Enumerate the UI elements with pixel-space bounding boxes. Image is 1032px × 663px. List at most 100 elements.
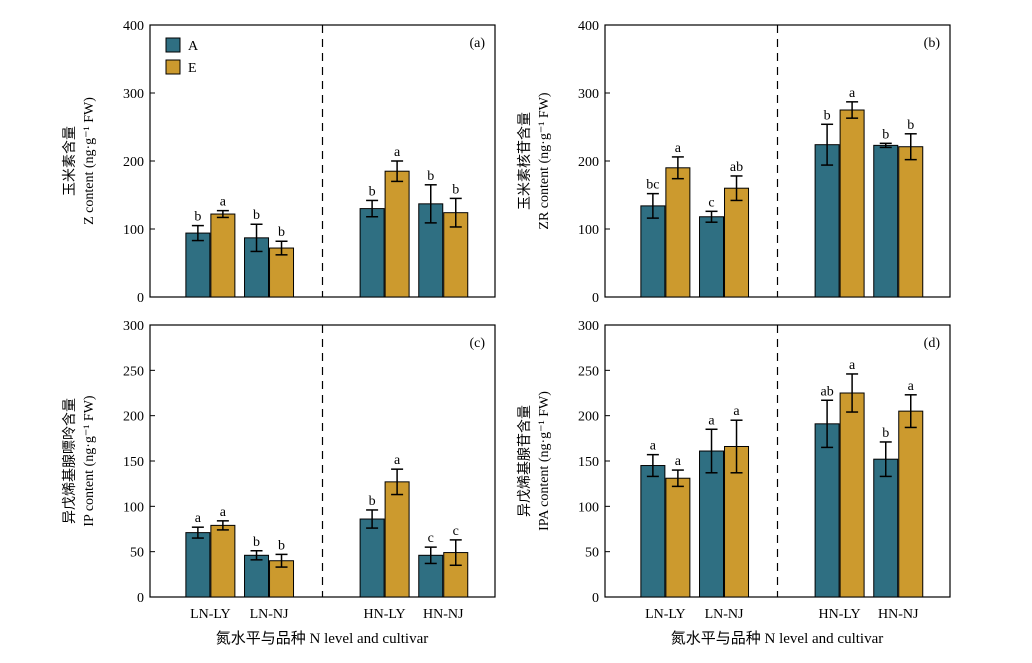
legend-swatch bbox=[165, 37, 181, 53]
y-tick-label: 150 bbox=[578, 455, 599, 470]
significance-letter: c bbox=[428, 531, 434, 546]
bar bbox=[384, 170, 410, 298]
bar bbox=[185, 532, 211, 598]
bar bbox=[210, 213, 236, 298]
x-tick-label: LN-NJ bbox=[250, 607, 289, 622]
significance-letter: b bbox=[824, 108, 831, 123]
y-tick-label: 300 bbox=[578, 319, 599, 334]
y-tick-label: 300 bbox=[578, 87, 599, 102]
bar bbox=[640, 205, 666, 298]
bar bbox=[359, 518, 385, 598]
y-tick-label: 100 bbox=[123, 500, 144, 515]
significance-letter: a bbox=[220, 195, 227, 210]
x-tick-label: HN-NJ bbox=[878, 607, 919, 622]
significance-letter: b bbox=[427, 169, 434, 184]
y-tick-label: 0 bbox=[137, 291, 144, 306]
y-tick-label: 100 bbox=[123, 223, 144, 238]
significance-letter: b bbox=[907, 118, 914, 133]
bar bbox=[814, 423, 840, 598]
significance-letter: a bbox=[394, 145, 401, 160]
x-tick-label: HN-LY bbox=[364, 607, 406, 622]
y-axis-title-en: Z content (ng·g⁻¹ FW) bbox=[82, 97, 97, 225]
significance-letter: bc bbox=[646, 178, 659, 193]
significance-letter: b bbox=[882, 127, 889, 142]
significance-letter: ab bbox=[730, 160, 743, 175]
significance-letter: a bbox=[849, 86, 856, 101]
significance-letter: b bbox=[882, 426, 889, 441]
chart-panel: 0 50 100 150 200 250 300 异戊烯基腺嘌呤含量 IP content (n… bbox=[61, 319, 496, 622]
significance-letter: b bbox=[278, 225, 285, 240]
significance-letter: c bbox=[453, 524, 459, 539]
panel-label: (a) bbox=[469, 36, 485, 51]
bar bbox=[873, 458, 899, 598]
bar bbox=[898, 146, 924, 298]
y-axis-title-cn: 玉米素含量 bbox=[62, 126, 78, 196]
y-tick-label: 0 bbox=[137, 591, 144, 606]
panel-label: (d) bbox=[924, 336, 941, 351]
x-axis-title-left: 氮水平与品种 N level and cultivar bbox=[216, 630, 428, 647]
significance-letter: b bbox=[253, 208, 260, 223]
panel-label: (b) bbox=[924, 36, 941, 51]
y-tick-label: 200 bbox=[578, 410, 599, 425]
y-tick-label: 200 bbox=[578, 155, 599, 170]
bar bbox=[724, 187, 750, 298]
y-axis-title-cn: 异戊烯基腺苷含量 bbox=[516, 405, 533, 517]
bar bbox=[665, 477, 691, 598]
legend-label: A bbox=[188, 39, 199, 54]
significance-letter: b bbox=[452, 182, 459, 197]
legend-label: E bbox=[188, 61, 197, 76]
significance-letter: a bbox=[675, 454, 682, 469]
bar bbox=[244, 554, 270, 598]
y-tick-label: 0 bbox=[592, 591, 599, 606]
y-axis-title-en: IPA content (ng·g⁻¹ FW) bbox=[537, 391, 552, 531]
y-tick-label: 300 bbox=[123, 87, 144, 102]
bar bbox=[699, 216, 725, 298]
significance-letter: a bbox=[733, 404, 740, 419]
y-tick-label: 200 bbox=[123, 410, 144, 425]
x-tick-label: LN-LY bbox=[645, 607, 686, 622]
bar bbox=[839, 392, 865, 598]
chart-panel: 0 50 100 150 200 250 300 异戊烯基腺苷含量 IPA content (n… bbox=[516, 319, 951, 622]
significance-letter: a bbox=[394, 453, 401, 468]
y-tick-label: 250 bbox=[123, 364, 144, 379]
panel-label: (c) bbox=[469, 336, 485, 351]
bar bbox=[898, 410, 924, 598]
significance-letter: b bbox=[278, 538, 285, 553]
x-tick-label: LN-LY bbox=[190, 607, 231, 622]
x-tick-label: HN-NJ bbox=[423, 607, 464, 622]
significance-letter: a bbox=[220, 505, 227, 520]
y-tick-label: 150 bbox=[123, 455, 144, 470]
chart-panel: 0 100 200 300 400 玉米素核苷含量 ZR content (ng·g⁻¹ F… bbox=[517, 19, 951, 306]
y-axis-title-en: IP content (ng·g⁻¹ FW) bbox=[82, 395, 97, 527]
significance-letter: b bbox=[369, 184, 376, 199]
y-axis-title-en: ZR content (ng·g⁻¹ FW) bbox=[537, 92, 552, 230]
bar bbox=[814, 144, 840, 298]
bar bbox=[665, 167, 691, 298]
significance-letter: c bbox=[708, 195, 714, 210]
bar bbox=[210, 524, 236, 598]
x-axis-title-right: 氮水平与品种 N level and cultivar bbox=[671, 630, 883, 647]
significance-letter: a bbox=[675, 141, 682, 156]
significance-letter: b bbox=[253, 535, 260, 550]
x-tick-label: HN-LY bbox=[819, 607, 861, 622]
y-tick-label: 0 bbox=[592, 291, 599, 306]
y-axis-title-cn: 异戊烯基腺嘌呤含量 bbox=[61, 398, 78, 524]
bar bbox=[873, 144, 899, 298]
bar bbox=[640, 465, 666, 598]
significance-letter: b bbox=[194, 210, 201, 225]
bar bbox=[244, 237, 270, 298]
chart-panel: 0 100 200 300 400 玉米素含量 Z content (ng·g⁻¹ FW) (… bbox=[62, 19, 496, 306]
significance-letter: b bbox=[369, 494, 376, 509]
y-tick-label: 50 bbox=[585, 546, 599, 561]
y-tick-label: 400 bbox=[578, 19, 599, 34]
y-tick-label: 100 bbox=[578, 500, 599, 515]
y-tick-label: 50 bbox=[130, 546, 144, 561]
y-tick-label: 200 bbox=[123, 155, 144, 170]
significance-letter: a bbox=[708, 413, 715, 428]
bar bbox=[839, 109, 865, 298]
y-tick-label: 250 bbox=[578, 364, 599, 379]
significance-letter: a bbox=[650, 439, 657, 454]
significance-letter: a bbox=[849, 358, 856, 373]
bar bbox=[384, 481, 410, 598]
